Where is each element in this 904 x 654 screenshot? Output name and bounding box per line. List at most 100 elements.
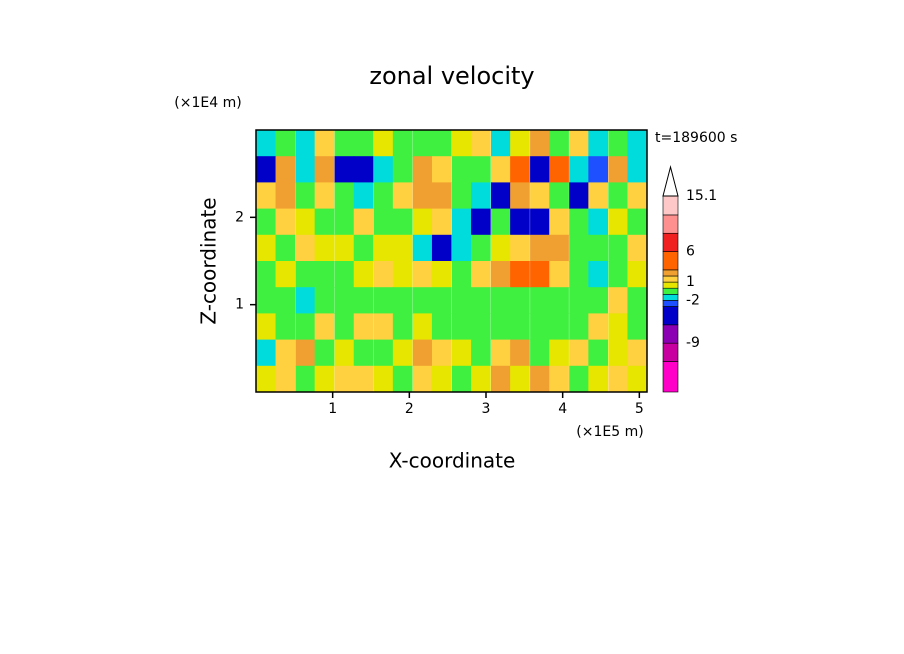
cell [451, 130, 472, 157]
cell [275, 261, 296, 288]
cell [256, 287, 277, 314]
cell [412, 261, 433, 288]
cell [392, 156, 413, 183]
cell [373, 365, 394, 393]
colorbar-extension [662, 165, 679, 197]
cell [451, 182, 472, 210]
cell [451, 313, 472, 341]
cell [569, 339, 589, 367]
cell [353, 339, 374, 367]
cell [334, 261, 355, 288]
cell [530, 130, 550, 157]
colorbar-box [662, 294, 679, 301]
cell [569, 261, 589, 288]
cell [334, 339, 355, 367]
cell [608, 182, 628, 210]
cell [314, 208, 335, 236]
cell [295, 313, 316, 341]
cell [510, 313, 530, 341]
cell [588, 182, 609, 210]
cell [490, 313, 511, 341]
cell [431, 130, 452, 157]
cell [373, 261, 394, 288]
cell [373, 234, 394, 262]
cell [490, 208, 511, 236]
cell [510, 261, 530, 288]
cell [471, 365, 491, 393]
cell [256, 261, 277, 288]
cell [412, 182, 433, 210]
cell [295, 261, 316, 288]
x-tick-label: 3 [482, 401, 491, 417]
cell [392, 261, 413, 288]
cell [431, 313, 452, 341]
cell [373, 182, 394, 210]
cell [353, 208, 374, 236]
cell [530, 313, 550, 341]
cell [295, 287, 316, 314]
cell [314, 156, 335, 183]
cell [334, 313, 355, 341]
cell [295, 208, 316, 236]
cell [608, 130, 628, 157]
cell [314, 339, 335, 367]
cell [353, 130, 374, 157]
cell [256, 365, 277, 393]
cell [256, 234, 277, 262]
cell [295, 182, 316, 210]
cell [490, 156, 511, 183]
x-tick-label: 2 [405, 401, 414, 417]
cell [530, 182, 550, 210]
cell [530, 287, 550, 314]
cell [588, 156, 609, 183]
cell [412, 339, 433, 367]
x-tick-label: 1 [328, 401, 337, 417]
colorbar-box [662, 324, 679, 344]
cell [373, 130, 394, 157]
cell [510, 287, 530, 314]
cell [471, 182, 491, 210]
x-tick-label: 5 [635, 401, 644, 417]
cell [256, 182, 277, 210]
cell [295, 365, 316, 393]
cell [431, 182, 452, 210]
cell [451, 156, 472, 183]
cell [549, 156, 569, 183]
cell [471, 287, 491, 314]
cell [412, 234, 433, 262]
cell [392, 339, 413, 367]
colorbar-label: -2 [686, 292, 700, 308]
cell [314, 182, 335, 210]
cell [256, 208, 277, 236]
cell [588, 130, 609, 157]
cell [256, 339, 277, 367]
cell [549, 130, 569, 157]
cell [588, 234, 609, 262]
cell [451, 234, 472, 262]
cell [431, 287, 452, 314]
cell [314, 287, 335, 314]
cell [392, 287, 413, 314]
cell [490, 234, 511, 262]
overlay: 1 2 3 4 5 1 2 15.1 6 1 -2 -9 [235, 129, 717, 417]
cell [608, 261, 628, 288]
colorbar-box [662, 342, 679, 362]
cell [608, 208, 628, 236]
cell [431, 234, 452, 262]
cell [608, 313, 628, 341]
cell [510, 156, 530, 183]
cell [608, 365, 628, 393]
cell [256, 156, 277, 183]
cell [431, 208, 452, 236]
cell [510, 234, 530, 262]
colorbar-box [662, 287, 679, 295]
cell [412, 287, 433, 314]
cell [569, 130, 589, 157]
cell [510, 182, 530, 210]
x-axis-label: X-coordinate [389, 449, 516, 473]
cell [530, 156, 550, 183]
cell [275, 234, 296, 262]
cell [549, 365, 569, 393]
